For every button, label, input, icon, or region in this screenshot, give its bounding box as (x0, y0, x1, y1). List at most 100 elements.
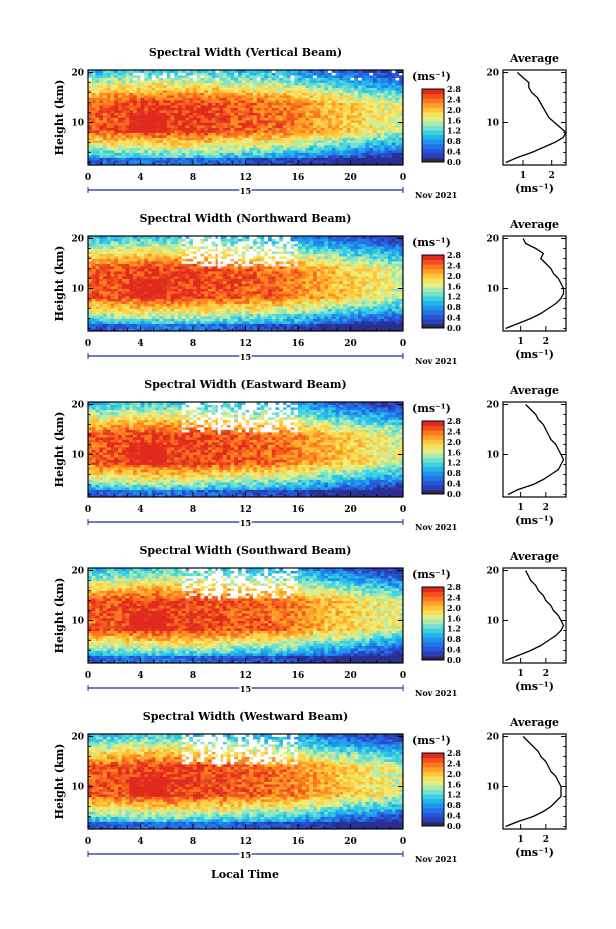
heatmap-cell (376, 137, 381, 141)
heatmap-cell (185, 130, 190, 133)
heatmap-cell (204, 142, 209, 146)
heatmap-cell (331, 125, 336, 128)
heatmap-cell (230, 110, 235, 113)
heatmap-cell (249, 328, 254, 332)
heatmap-cell (271, 132, 276, 136)
heatmap-cell (305, 85, 310, 88)
heatmap-cell (118, 90, 123, 93)
heatmap-cell (256, 77, 261, 81)
heatmap-cell (219, 306, 224, 309)
heatmap-cell (328, 152, 333, 156)
heatmap-cell (204, 281, 209, 284)
heatmap-cell (380, 155, 385, 158)
heatmap-cell (290, 150, 295, 153)
heatmap-cell (144, 318, 149, 322)
heatmap-cell (301, 162, 306, 166)
heatmap-cell (328, 150, 333, 153)
heatmap-cell (121, 288, 126, 292)
heatmap-cell (313, 155, 318, 158)
heatmap-cell (215, 72, 220, 76)
heatmap-cell (155, 112, 160, 116)
heatmap-cell (309, 160, 314, 163)
heatmap-cell (136, 311, 141, 314)
heatmap-cell (121, 298, 126, 302)
heatmap-cell (328, 306, 333, 309)
panel-title: Spectral Width (Northward Beam) (140, 212, 352, 225)
heatmap-cell (298, 150, 303, 153)
heatmap-cell (129, 318, 134, 322)
heatmap-cell (155, 308, 160, 312)
heatmap-cell (309, 155, 314, 158)
heatmap-cell (234, 301, 239, 304)
heatmap-cell (110, 283, 115, 287)
heatmap-cell (118, 75, 123, 78)
heatmap-cell (313, 120, 318, 123)
heatmap-cell (294, 162, 299, 166)
heatmap-cell (114, 147, 119, 151)
heatmap-cell (324, 87, 329, 91)
heatmap-cell (118, 70, 123, 73)
heatmap-cell (136, 145, 141, 148)
heatmap-cell (328, 308, 333, 312)
heatmap-cell (174, 115, 179, 118)
heatmap-cell (294, 283, 299, 287)
heatmap-cell (159, 301, 164, 304)
heatmap-cell (399, 286, 404, 289)
heatmap-cell (196, 80, 201, 83)
heatmap-cell (343, 100, 348, 103)
heatmap-cell (290, 77, 295, 81)
heatmap-cell (294, 296, 299, 299)
heatmap-cell (226, 115, 231, 118)
heatmap-cell (328, 323, 333, 327)
heatmap-cell (234, 102, 239, 106)
heatmap-cell (245, 298, 250, 302)
heatmap-cell (256, 308, 261, 312)
heatmap-cell (283, 160, 288, 163)
heatmap-cell (253, 147, 258, 151)
heatmap-cell (253, 160, 258, 163)
heatmap-cell (155, 293, 160, 297)
heatmap-cell (376, 296, 381, 299)
heatmap-cell (163, 306, 168, 309)
heatmap-cell (166, 87, 171, 91)
heatmap-cell (399, 301, 404, 304)
heatmap-cell (320, 72, 325, 76)
heatmap-cell (129, 308, 134, 312)
heatmap-cell (376, 87, 381, 91)
heatmap-cell (181, 308, 186, 312)
heatmap-cell (185, 281, 190, 284)
heatmap-cell (151, 120, 156, 123)
heatmap-cell (290, 157, 295, 161)
heatmap-cell (166, 105, 171, 108)
heatmap-cell (358, 70, 363, 73)
heatmap-cell (271, 75, 276, 78)
heatmap-cell (136, 150, 141, 153)
heatmap-cell (388, 77, 393, 81)
heatmap-cell (189, 313, 194, 317)
heatmap-cell (290, 82, 295, 86)
heatmap-cell (339, 318, 344, 322)
heatmap-cell (223, 72, 228, 76)
heatmap-cell (301, 326, 306, 329)
heatmap-cell (328, 110, 333, 113)
heatmap-cell (136, 107, 141, 111)
heatmap-cell (271, 72, 276, 76)
heatmap-cell (279, 313, 284, 317)
heatmap-cell (144, 301, 149, 304)
heatmap-cell (313, 70, 318, 73)
heatmap-cell (129, 321, 134, 324)
heatmap-cell (170, 112, 175, 116)
heatmap-cell (170, 100, 175, 103)
heatmap-cell (170, 303, 175, 307)
heatmap-cell (376, 326, 381, 329)
heatmap-cell (219, 110, 224, 113)
heatmap-cell (256, 72, 261, 76)
heatmap-cell (215, 301, 220, 304)
heatmap-cell (133, 150, 138, 153)
heatmap-cell (324, 102, 329, 106)
heatmap-cell (373, 326, 378, 329)
heatmap-cell (286, 117, 291, 121)
heatmap-cell (178, 82, 183, 86)
heatmap-cell (313, 75, 318, 78)
heatmap-cell (95, 160, 100, 163)
